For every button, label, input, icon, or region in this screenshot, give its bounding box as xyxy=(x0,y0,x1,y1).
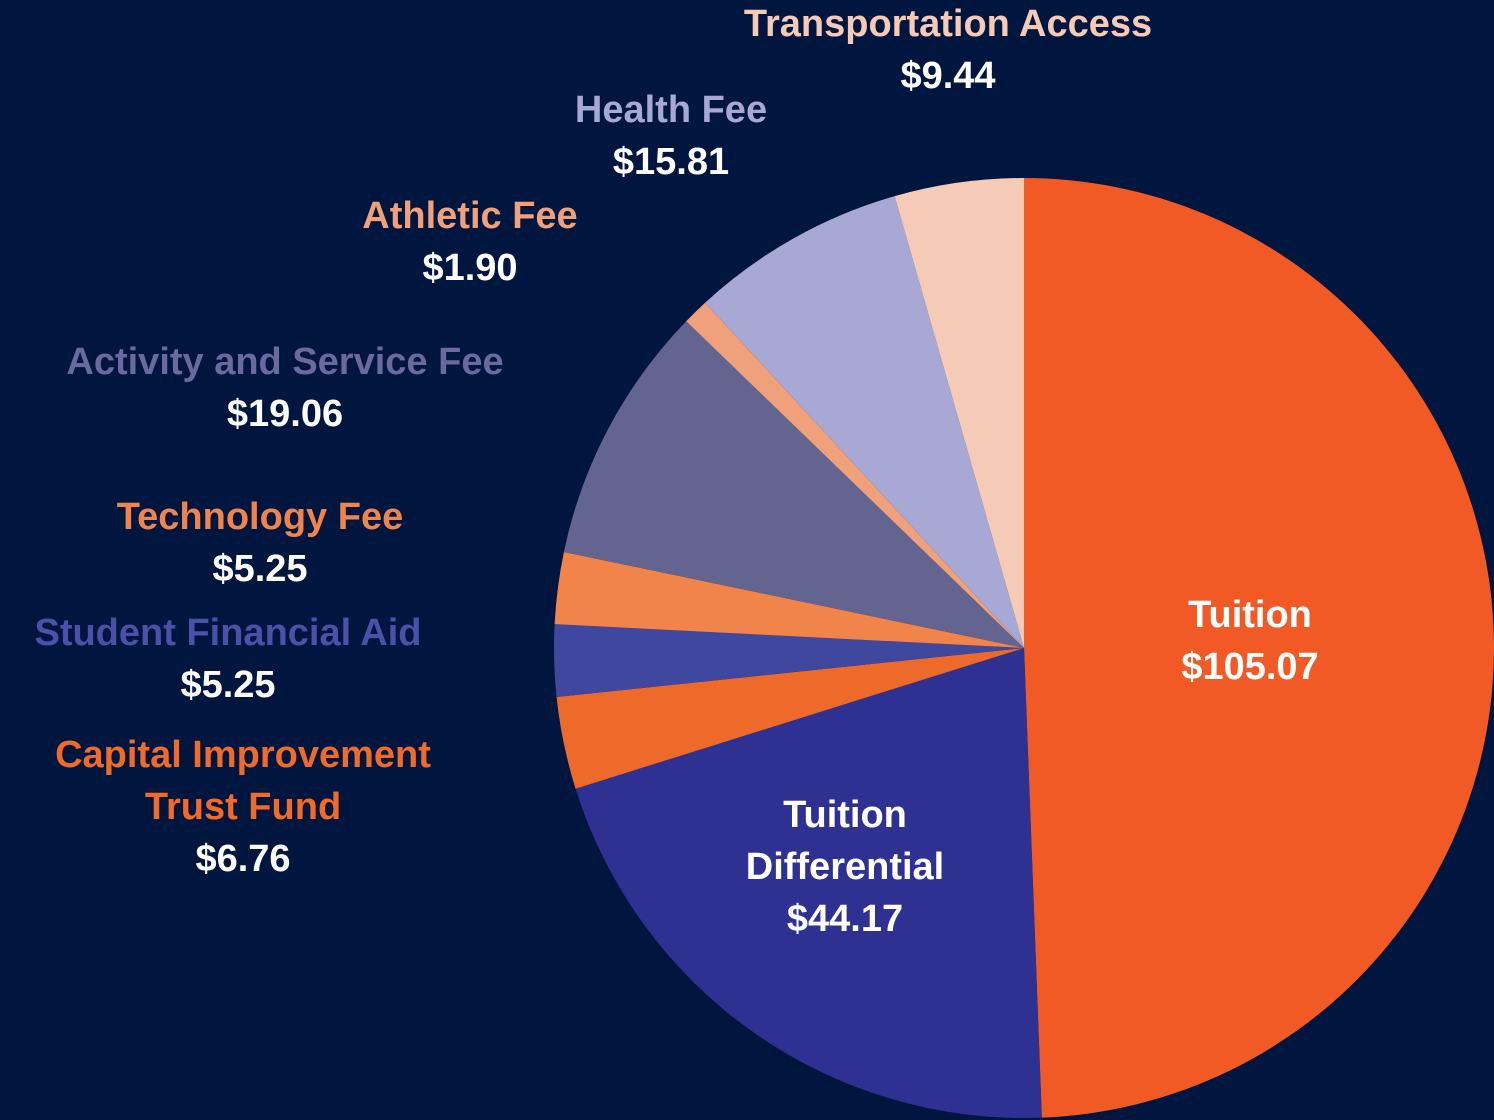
slice-label: Tuition Differential $44.17 xyxy=(695,789,995,945)
pie-slice xyxy=(705,196,1024,649)
category-label: Athletic Fee xyxy=(362,195,578,237)
pie-slice xyxy=(554,624,1024,697)
category-label: Student Financial Aid xyxy=(34,612,422,654)
slice-label: Capital Improvement Trust Fund $6.76 xyxy=(13,729,473,885)
pie-slice xyxy=(894,178,1024,648)
slice-label: Athletic Fee $1.90 xyxy=(270,190,670,294)
value-label: $15.81 xyxy=(612,141,730,183)
slice-label: Health Fee $15.81 xyxy=(471,84,871,188)
slice-label: Tuition $105.07 xyxy=(1050,589,1450,693)
value-label: $9.44 xyxy=(900,55,996,97)
pie-slice xyxy=(575,648,1042,1119)
slice-label: Student Financial Aid $5.25 xyxy=(0,607,478,711)
category-label: Tuition xyxy=(1188,594,1312,636)
category-label: Health Fee xyxy=(574,89,768,131)
pie-slice xyxy=(563,321,1024,648)
slice-label: Activity and Service Fee $19.06 xyxy=(5,336,565,440)
value-label: $105.07 xyxy=(1181,646,1319,688)
category-label: Transportation Access xyxy=(743,3,1153,45)
category-label: Activity and Service Fee xyxy=(66,341,504,383)
pie-slice xyxy=(554,551,1024,648)
category-label: Technology Fee xyxy=(116,496,404,538)
value-label: $19.06 xyxy=(226,393,344,435)
slice-label: Transportation Access $9.44 xyxy=(688,0,1208,102)
pie-slice xyxy=(1024,178,1494,1118)
slice-label: Technology Fee $5.25 xyxy=(10,491,510,595)
category-label: Tuition Differential xyxy=(745,794,945,888)
pie-slice xyxy=(556,648,1024,789)
value-label: $5.25 xyxy=(180,664,276,706)
category-label: Capital Improvement Trust Fund xyxy=(55,734,431,828)
value-label: $1.90 xyxy=(422,247,518,289)
value-label: $44.17 xyxy=(786,898,904,940)
value-label: $5.25 xyxy=(212,548,308,590)
pie-slice xyxy=(686,302,1024,648)
value-label: $6.76 xyxy=(195,838,291,880)
